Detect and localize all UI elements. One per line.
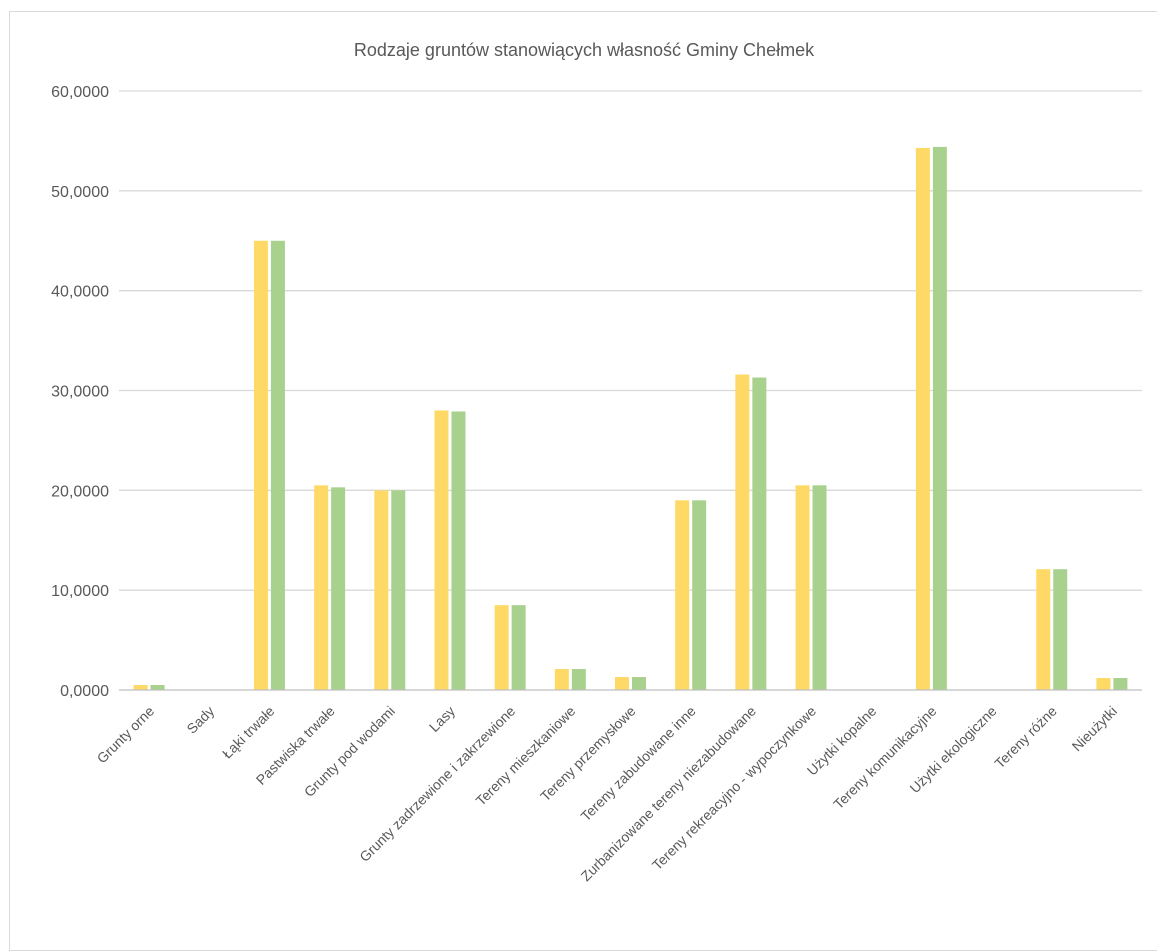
bar-series-2: [331, 487, 346, 690]
bar-series-1: [554, 669, 569, 690]
bar-series-2: [752, 377, 767, 690]
bar-series-2: [1113, 678, 1128, 690]
bar-series-2: [932, 146, 947, 690]
x-category-label: Nieużytki: [1069, 703, 1120, 754]
bar-series-2: [812, 485, 827, 690]
x-category-label: Lasy: [426, 703, 458, 735]
x-category-label: Tereny komunikacyjne: [830, 703, 939, 812]
bar-series-2: [451, 411, 466, 690]
bar-series-2: [571, 669, 586, 690]
bar-series-1: [314, 485, 329, 690]
bar-series-1: [133, 685, 148, 690]
y-tick-label: 20,0000: [51, 483, 109, 500]
bar-series-1: [675, 500, 690, 690]
y-tick-label: 40,0000: [51, 284, 109, 301]
bar-series-2: [270, 240, 285, 690]
bar-series-1: [1096, 678, 1111, 690]
y-tick-label: 60,0000: [51, 84, 109, 101]
chart-title: Rodzaje gruntów stanowiących własność Gm…: [354, 40, 815, 60]
bar-series-2: [692, 500, 707, 690]
y-tick-label: 0,0000: [60, 683, 109, 700]
y-axis-tick-labels: 0,0000 10,0000 20,0000 30,0000 40,0000 50,000…: [51, 84, 109, 700]
x-category-label: Sady: [184, 703, 218, 737]
bar-series-1: [915, 147, 930, 690]
bar-series-2: [1053, 569, 1068, 690]
bar-series-1: [795, 485, 810, 690]
bar-series-1: [1036, 569, 1051, 690]
x-category-label: Tereny różne: [991, 703, 1060, 772]
y-tick-label: 30,0000: [51, 384, 109, 401]
gridlines: [119, 90, 1142, 591]
bar-series-2: [391, 490, 406, 690]
bar-series-1: [615, 677, 629, 690]
bars: [133, 146, 1128, 690]
bar-series-2: [511, 605, 526, 690]
x-category-label: Tereny zabudowane inne: [577, 703, 699, 825]
y-tick-label: 10,0000: [51, 583, 109, 600]
bar-series-2: [150, 685, 165, 690]
bar-series-1: [434, 410, 449, 690]
bar-series-1: [374, 490, 389, 690]
bar-series-1: [253, 240, 268, 690]
bar-series-1: [494, 605, 509, 690]
bar-series-1: [735, 374, 750, 690]
x-category-label: Tereny mieszkaniowe: [472, 703, 578, 809]
y-tick-label: 50,0000: [51, 184, 109, 201]
chart-area: [9, 11, 1157, 951]
x-category-label: Grunty orne: [94, 703, 158, 767]
bar-series-2: [632, 677, 646, 690]
x-category-label: Łąki trwałe: [219, 703, 278, 762]
